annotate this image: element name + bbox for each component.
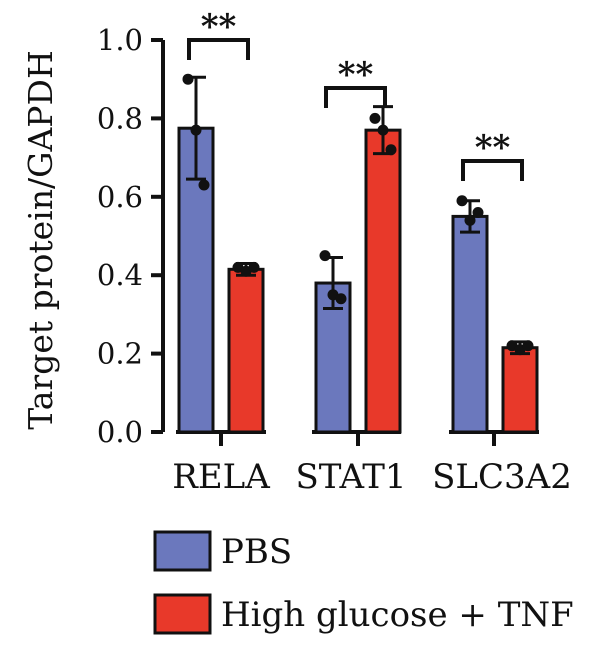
legend-label: High glucose + TNF [221,595,574,635]
x-tick-label: STAT1 [295,457,406,497]
y-tick-label: 1.0 [97,23,143,57]
data-point [319,250,331,262]
y-tick-label: 0.0 [97,415,143,449]
data-point [456,195,468,207]
bar [501,346,539,434]
significance-label: ** [338,55,374,95]
data-point [198,179,210,191]
data-point [377,124,389,136]
legend-swatch [153,530,212,572]
significance-label: ** [475,128,511,168]
y-tick-label: 0.6 [97,180,143,214]
bar [451,214,489,434]
data-point [248,261,260,273]
legend: PBS High glucose + TNF [153,530,574,635]
data-point [182,73,194,85]
data-point [522,340,534,352]
y-tick-label: 0.2 [97,337,143,371]
legend-label: PBS [221,532,292,572]
data-point [190,124,202,136]
chart-axes: 0.0 0.2 0.4 0.6 0.8 1.0 RELA STAT1 SLC3A2 [97,23,572,497]
x-tick-label: SLC3A2 [432,457,572,497]
legend-swatch [153,593,212,635]
significance-bracket [324,86,387,108]
data-point [335,293,347,305]
x-tick-label: RELA [172,457,270,497]
data-point [369,112,381,124]
data-point [464,214,476,226]
bar [227,267,265,434]
y-axis-label: Target protein/GAPDH [21,50,60,429]
y-tick-label: 0.4 [97,258,143,292]
significance-bracket [461,159,524,181]
significance-bracket [187,38,250,60]
data-point [472,206,484,218]
data-point [385,144,397,156]
chart-marks: ** ** ** [177,7,539,434]
y-tick-label: 0.8 [97,101,143,135]
significance-label: ** [201,7,237,47]
bar [364,128,402,434]
